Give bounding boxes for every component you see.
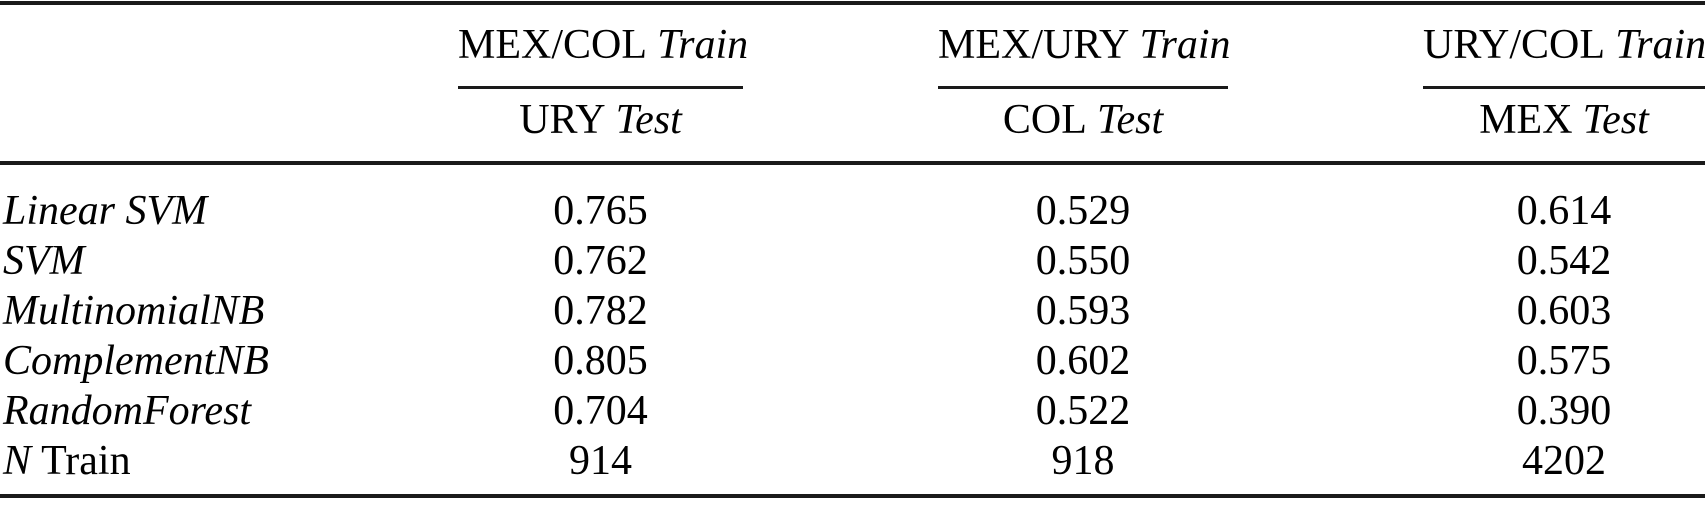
value-cell: 0.550 — [1035, 238, 1131, 284]
train-header: MEX/COL Train — [458, 22, 748, 68]
value-cell: 0.762 — [553, 238, 648, 284]
train-word-label: Train — [1139, 22, 1231, 68]
value-cell: 0.765 — [553, 188, 648, 234]
table-row: N Train 914 918 4202 — [0, 436, 1705, 486]
table-row: SVM 0.762 0.550 0.542 — [0, 236, 1705, 286]
row-label: N Train — [3, 436, 131, 486]
value-cell: 914 — [569, 438, 632, 484]
row-label: SVM — [3, 236, 85, 286]
train-pair-label: URY/COL — [1423, 22, 1606, 68]
table-mid-rule — [0, 161, 1705, 165]
test-word-label: Test — [615, 97, 682, 143]
train-word-label: Train — [657, 22, 749, 68]
row-label-roman: Train — [41, 438, 131, 484]
value-cell: 0.522 — [1035, 388, 1131, 434]
test-header: COL Test — [938, 97, 1228, 143]
value-cell: 0.575 — [1516, 338, 1612, 384]
row-label: Linear SVM — [3, 186, 207, 236]
row-label-italic: MultinomialNB — [3, 288, 265, 334]
row-label: RandomForest — [3, 386, 251, 436]
train-pair-label: MEX/COL — [458, 22, 647, 68]
column-group-rule — [938, 86, 1228, 89]
value-cell: 0.782 — [553, 288, 648, 334]
train-header: URY/COL Train — [1423, 22, 1705, 68]
table-top-rule — [0, 1, 1705, 5]
value-cell: 4202 — [1522, 438, 1606, 484]
value-cell: 0.704 — [553, 388, 648, 434]
row-label-italic: Linear SVM — [3, 188, 208, 234]
row-label-italic: ComplementNB — [3, 338, 269, 384]
test-word-label: Test — [1582, 97, 1649, 143]
test-name-label: URY — [519, 97, 606, 143]
test-name-label: MEX — [1479, 97, 1573, 143]
value-cell: 0.603 — [1516, 288, 1612, 334]
row-label-italic: SVM — [3, 238, 85, 284]
value-cell: 0.529 — [1035, 188, 1131, 234]
test-header: URY Test — [458, 97, 743, 143]
train-pair-label: MEX/URY — [938, 22, 1130, 68]
table-row: MultinomialNB 0.782 0.593 0.603 — [0, 286, 1705, 336]
value-cell: 0.390 — [1516, 388, 1612, 434]
table-row: RandomForest 0.704 0.522 0.390 — [0, 386, 1705, 436]
row-label: ComplementNB — [3, 336, 269, 386]
value-cell: 0.614 — [1516, 188, 1612, 234]
test-name-label: COL — [1002, 97, 1087, 143]
train-header: MEX/URY Train — [938, 22, 1231, 68]
value-cell: 918 — [1051, 438, 1115, 484]
column-group-rule — [458, 86, 743, 89]
value-cell: 0.593 — [1035, 288, 1131, 334]
train-word-label: Train — [1615, 22, 1705, 68]
row-label: MultinomialNB — [3, 286, 264, 336]
table-bottom-rule — [0, 494, 1705, 498]
column-group-ury-col: URY/COL Train MEX Test — [1423, 0, 1705, 162]
table-row: Linear SVM 0.765 0.529 0.614 — [0, 186, 1705, 236]
column-group-mex-col: MEX/COL Train URY Test — [458, 0, 748, 162]
value-cell: 0.805 — [553, 338, 648, 384]
value-cell: 0.542 — [1516, 238, 1612, 284]
column-group-rule — [1423, 86, 1705, 89]
test-word-label: Test — [1096, 97, 1164, 143]
column-group-mex-ury: MEX/URY Train COL Test — [938, 0, 1231, 162]
value-cell: 0.602 — [1035, 338, 1131, 384]
row-label-italic: RandomForest — [3, 388, 252, 434]
row-label-italic: N — [3, 438, 32, 484]
table-row: ComplementNB 0.805 0.602 0.575 — [0, 336, 1705, 386]
test-header: MEX Test — [1423, 97, 1705, 143]
